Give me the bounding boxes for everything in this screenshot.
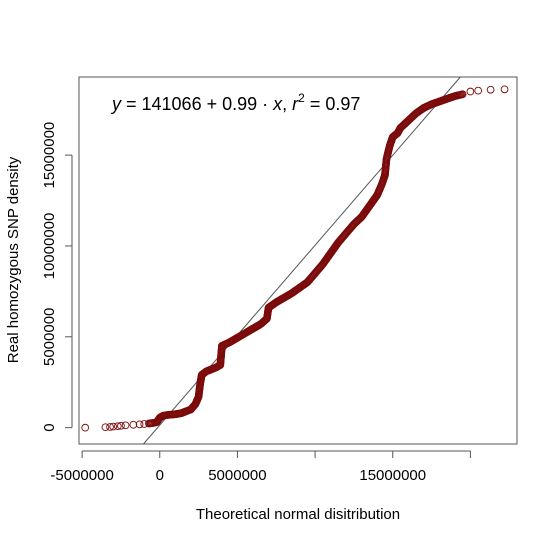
x-tick-label: 0 <box>156 467 164 484</box>
data-point <box>81 423 90 432</box>
annotation-r-squared: = 0.97 <box>305 94 361 114</box>
y-axis-label: Real homozygous SNP density <box>5 156 22 363</box>
y-tick-label: 5000000 <box>41 308 58 366</box>
data-point <box>474 86 483 95</box>
y-tick-label: 15000000 <box>41 122 58 189</box>
data-point <box>466 87 475 96</box>
x-axis: -5000000 0 5000000 15000000 <box>50 450 471 484</box>
data-point <box>135 420 144 429</box>
data-point <box>101 423 110 432</box>
data-point <box>129 420 138 429</box>
data-point <box>500 85 509 94</box>
x-tick-label: -5000000 <box>50 467 113 484</box>
annotation-x: x <box>272 94 283 114</box>
annotation-separator: , <box>282 94 292 114</box>
data-point <box>109 422 118 431</box>
data-points <box>81 85 509 432</box>
data-point <box>106 423 114 431</box>
plot-frame <box>78 76 518 445</box>
annotation-r: r <box>292 94 299 114</box>
y-tick-label: 10000000 <box>41 213 58 280</box>
annotation-coefficients: = 141066 + 0.99 · <box>121 94 273 114</box>
data-point <box>486 85 495 94</box>
x-tick-label: 5000000 <box>208 467 266 484</box>
data-point <box>117 421 125 430</box>
data-point <box>113 422 122 431</box>
y-tick-label: 0 <box>41 423 58 431</box>
annotation-y: y <box>110 94 122 114</box>
x-tick-label: 15000000 <box>359 467 426 484</box>
x-axis-label: Theoretical normal disitribution <box>196 506 400 523</box>
fit-line-layer <box>143 76 461 445</box>
y-axis: 0 5000000 10000000 15000000 <box>41 122 73 432</box>
data-point <box>121 421 130 430</box>
data-point <box>458 90 467 99</box>
regression-line <box>143 76 461 445</box>
regression-annotation: y = 141066 + 0.99 · x, r2 = 0.97 <box>110 91 360 114</box>
annotation-exponent: 2 <box>298 91 305 105</box>
